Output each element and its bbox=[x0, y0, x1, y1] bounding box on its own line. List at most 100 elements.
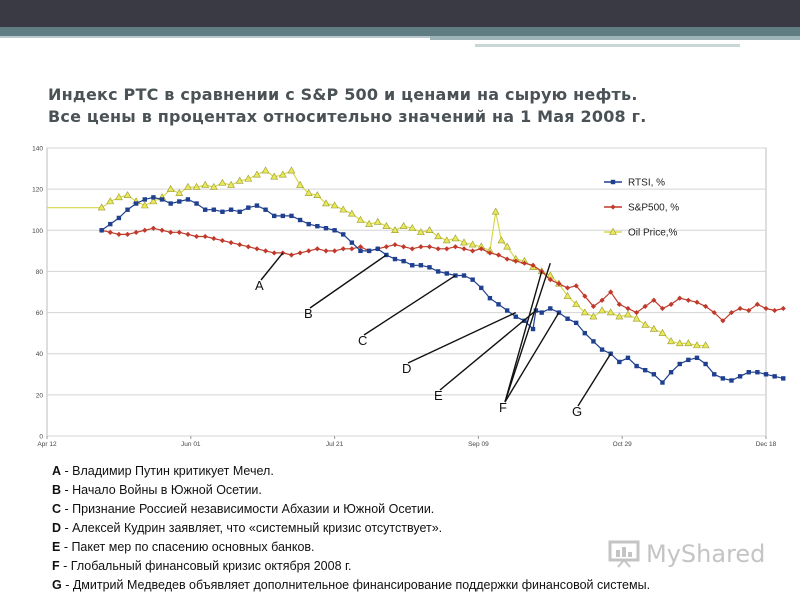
data-point bbox=[772, 307, 778, 314]
data-point bbox=[323, 226, 329, 231]
data-point bbox=[246, 205, 251, 210]
data-point bbox=[114, 193, 123, 201]
data-point bbox=[107, 229, 113, 235]
data-point bbox=[684, 339, 693, 347]
data-point bbox=[271, 250, 277, 256]
data-point bbox=[315, 223, 320, 229]
x-tick-label: Jun 01 bbox=[181, 441, 201, 448]
data-point bbox=[589, 312, 598, 320]
note-row: B - Начало Войны в Южной Осетии. bbox=[52, 481, 792, 500]
data-point bbox=[176, 229, 182, 235]
data-point bbox=[487, 250, 493, 256]
data-point bbox=[314, 246, 320, 252]
data-point bbox=[375, 246, 380, 251]
y-tick-label: 80 bbox=[36, 269, 44, 276]
data-point bbox=[425, 226, 434, 233]
data-point bbox=[263, 207, 268, 212]
data-point bbox=[287, 166, 296, 174]
data-point bbox=[184, 182, 192, 190]
watermark-text: MyShared bbox=[646, 540, 766, 568]
data-point bbox=[497, 236, 506, 244]
data-point bbox=[649, 324, 658, 332]
watermark-logo: MyShared bbox=[608, 538, 778, 570]
data-point bbox=[192, 182, 201, 190]
data-point bbox=[495, 252, 502, 258]
data-point bbox=[288, 252, 295, 258]
data-point bbox=[133, 229, 139, 235]
data-point bbox=[278, 170, 287, 178]
data-point bbox=[478, 246, 484, 252]
data-point bbox=[245, 244, 251, 250]
decoration-stripe bbox=[430, 36, 800, 40]
data-point bbox=[624, 310, 632, 318]
data-point bbox=[116, 231, 122, 237]
data-point bbox=[565, 316, 570, 321]
data-point bbox=[634, 363, 639, 369]
data-point bbox=[434, 232, 443, 240]
data-point bbox=[382, 221, 391, 229]
data-point bbox=[468, 240, 477, 248]
data-point bbox=[513, 314, 518, 319]
y-tick-label: 140 bbox=[32, 146, 43, 153]
annotation-arrow bbox=[363, 274, 456, 336]
data-point bbox=[193, 233, 200, 240]
data-point bbox=[737, 374, 743, 379]
data-point bbox=[659, 305, 666, 312]
data-point bbox=[280, 213, 286, 219]
plot-frame bbox=[46, 147, 767, 437]
data-point bbox=[427, 265, 432, 270]
data-point bbox=[461, 246, 467, 252]
data-point bbox=[712, 372, 717, 377]
data-point bbox=[460, 238, 468, 246]
data-point bbox=[651, 297, 657, 303]
data-point bbox=[530, 326, 536, 332]
data-point bbox=[332, 228, 337, 233]
data-point bbox=[487, 295, 493, 301]
data-point bbox=[108, 221, 113, 227]
data-point bbox=[401, 258, 406, 264]
data-point bbox=[289, 213, 294, 219]
data-point bbox=[322, 199, 330, 207]
data-point bbox=[253, 170, 261, 178]
annotation-arrow bbox=[260, 252, 284, 281]
data-point bbox=[701, 341, 710, 349]
note-text: - Начало Войны в Южной Осетии. bbox=[61, 483, 262, 497]
data-point bbox=[686, 357, 691, 363]
data-point bbox=[341, 232, 346, 237]
data-point bbox=[452, 244, 458, 250]
data-point bbox=[729, 378, 734, 383]
data-point bbox=[358, 248, 363, 254]
data-point bbox=[418, 244, 424, 250]
data-point bbox=[572, 300, 581, 308]
data-point bbox=[651, 372, 657, 377]
annotation-notes: A - Владимир Путин критикует Мечел. B - … bbox=[52, 462, 792, 595]
data-point bbox=[677, 361, 682, 367]
data-point bbox=[580, 308, 589, 316]
data-point bbox=[383, 244, 389, 250]
annotation-arrow bbox=[577, 353, 612, 407]
data-point bbox=[116, 215, 122, 221]
data-point bbox=[261, 166, 270, 174]
data-point bbox=[235, 176, 244, 184]
data-point bbox=[599, 347, 605, 352]
note-key: F bbox=[52, 559, 60, 573]
annotation-arrow bbox=[504, 312, 560, 403]
note-row: G - Дмитрий Медведев объявляет дополните… bbox=[52, 576, 792, 595]
data-point bbox=[313, 191, 322, 199]
data-point bbox=[470, 277, 475, 282]
data-point bbox=[392, 256, 398, 262]
x-tick-label: Jul 21 bbox=[326, 441, 344, 448]
data-point bbox=[297, 250, 303, 256]
data-point bbox=[625, 305, 631, 312]
data-point bbox=[504, 256, 510, 262]
y-tick-label: 120 bbox=[32, 187, 43, 194]
data-point bbox=[694, 355, 700, 361]
data-point bbox=[667, 337, 676, 345]
data-point bbox=[211, 207, 217, 212]
data-point bbox=[237, 209, 242, 214]
data-point bbox=[556, 281, 562, 287]
data-point bbox=[479, 285, 484, 291]
slide-title: Индекс РТС в сравнении с S&P 500 и ценам… bbox=[48, 84, 788, 128]
data-point bbox=[296, 180, 305, 188]
data-point bbox=[556, 310, 562, 315]
